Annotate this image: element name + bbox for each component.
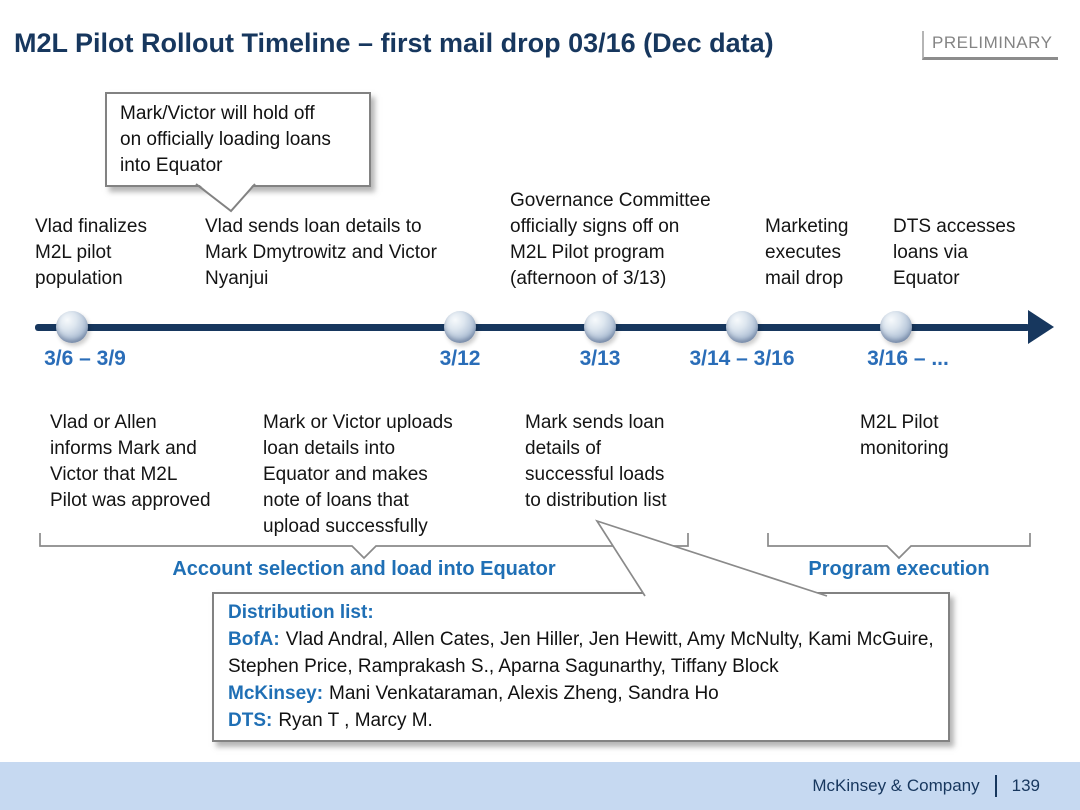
milestone-date-5: 3/16 – ...: [867, 347, 949, 370]
distribution-label-dts: DTS:: [228, 710, 273, 731]
milestone-below-3: Mark sends loan details of successful lo…: [525, 412, 667, 511]
distribution-label-bofa: BofA:: [228, 629, 280, 650]
milestone-above-4: Marketing executes mail drop: [765, 216, 849, 289]
milestone-date-3: 3/13: [579, 347, 621, 370]
callout-hold-off: Mark/Victor will hold off on officially …: [105, 92, 371, 187]
milestone-below-5: M2L Pilot monitoring: [860, 412, 949, 459]
footer-page-number: 139: [1011, 776, 1040, 795]
milestone-below-2: Mark or Victor uploads loan details into…: [263, 412, 453, 537]
slide-title: M2L Pilot Rollout Timeline – first mail …: [14, 28, 774, 58]
distribution-names-bofa: Vlad Andral, Allen Cates, Jen Hiller, Je…: [228, 629, 934, 677]
distribution-label-mckinsey: McKinsey:: [228, 683, 324, 704]
phase-label-account-selection: Account selection and load into Equator: [172, 558, 556, 580]
timeline-marker-4: [726, 311, 758, 343]
milestone-date-4: 3/14 – 3/16: [689, 347, 795, 370]
milestone-above-5: DTS accesses loans via Equator: [893, 216, 1016, 289]
milestone-below-1: Vlad or Allen informs Mark and Victor th…: [50, 412, 211, 511]
phase-label-program-execution: Program execution: [808, 558, 990, 580]
distribution-names-mckinsey: Mani Venkataraman, Alexis Zheng, Sandra …: [329, 683, 719, 704]
callout-distribution-list: Distribution list: BofA: Vlad Andral, All…: [212, 592, 950, 742]
milestone-date-2: 3/12: [439, 347, 481, 370]
timeline-marker-3: [584, 311, 616, 343]
bracket-program-execution: [767, 533, 1031, 560]
timeline-arrowhead-icon: [1028, 310, 1054, 344]
footer-separator: [994, 775, 997, 797]
timeline-arrow-shaft: [35, 324, 1030, 331]
distribution-row-bofa: BofA: Vlad Andral, Allen Cates, Jen Hille…: [228, 626, 936, 680]
timeline-marker-2: [444, 311, 476, 343]
distribution-names-dts: Ryan T , Marcy M.: [278, 710, 433, 731]
milestone-above-3: Governance Committee officially signs of…: [510, 190, 711, 289]
callout-tail-top-border: [195, 183, 256, 213]
timeline-marker-5: [880, 311, 912, 343]
distribution-list-heading: Distribution list:: [228, 602, 374, 623]
timeline-marker-1: [56, 311, 88, 343]
milestone-date-1: 3/6 – 3/9: [44, 347, 126, 370]
milestone-above-1: Vlad finalizes M2L pilot population: [35, 216, 147, 289]
milestone-above-2: Vlad sends loan details to Mark Dmytrowi…: [205, 216, 437, 289]
distribution-row-dts: DTS: Ryan T , Marcy M.: [228, 707, 936, 734]
preliminary-stamp: PRELIMINARY: [922, 31, 1059, 60]
footer-bar: McKinsey & Company 139: [0, 762, 1080, 810]
footer-company: McKinsey & Company: [812, 776, 980, 795]
distribution-row-mckinsey: McKinsey: Mani Venkataraman, Alexis Zheng…: [228, 680, 936, 707]
